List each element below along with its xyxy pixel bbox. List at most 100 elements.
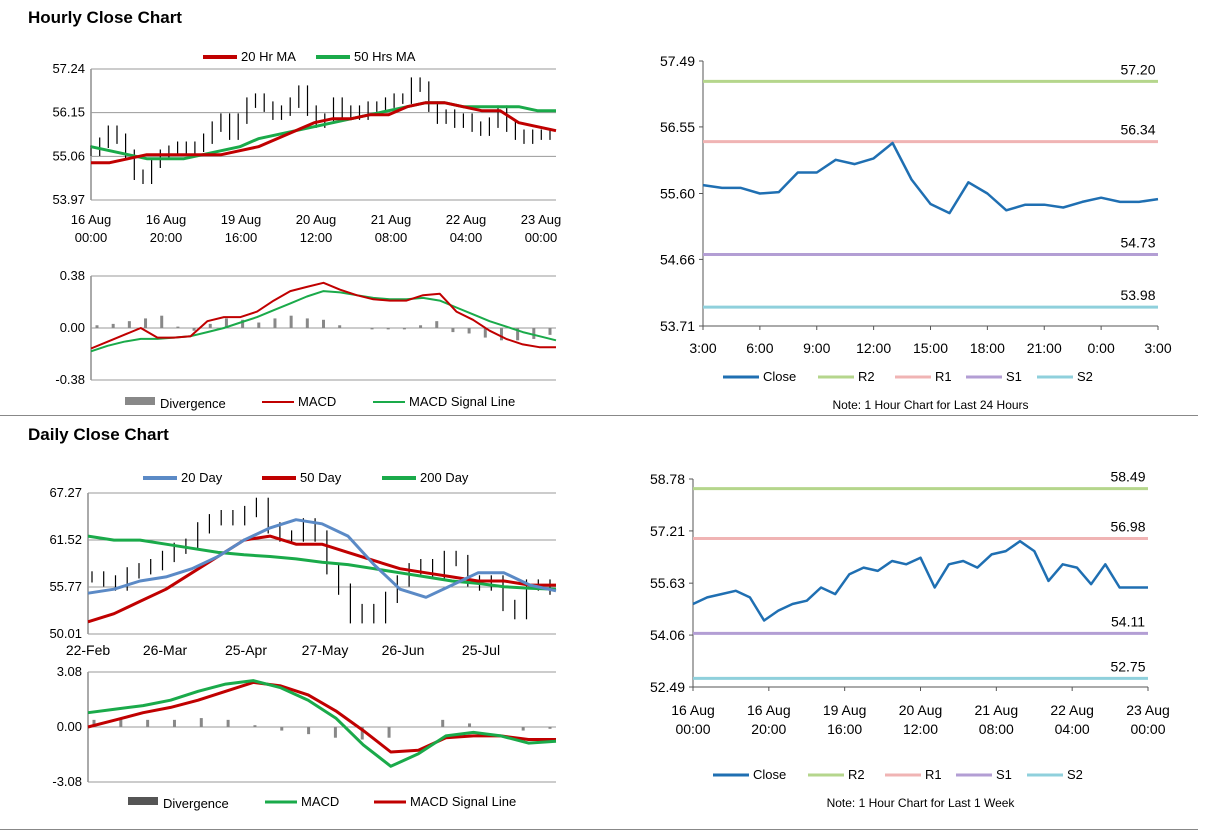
hourly-price-y-tick-label: 56.15 [52,105,85,120]
daily-price-y-tick-label: 50.01 [49,626,82,641]
hourly-price-x-tick-date: 16 Aug [146,212,187,227]
hourly-pivot-y-tick-label: 55.60 [660,186,695,202]
hourly-pivot-s1-level-label: 54.73 [1120,234,1155,250]
daily-pivot-x-tick-date: 22 Aug [1050,702,1094,718]
daily-legend-macd-label: MACD [301,794,339,809]
section-divider [0,415,1198,416]
daily-pivot-x-tick-date: 23 Aug [1126,702,1170,718]
daily-pivot-y-tick-label: 55.63 [650,575,685,591]
daily-pivot-legend-close-label: Close [753,767,786,782]
hourly-legend-50hr-label: 50 Hrs MA [354,49,416,64]
daily-pivot-legend-r1-label: R1 [925,767,942,782]
hourly-pivot-legend-r2-label: R2 [858,369,875,384]
daily-pivot-x-tick-date: 16 Aug [671,702,715,718]
hourly-pivot-y-tick-label: 57.49 [660,53,695,69]
daily-pivot-x-tick-date: 20 Aug [899,702,943,718]
daily-pivot-y-tick-label: 54.06 [650,627,685,643]
hourly-price-x-tick-date: 22 Aug [446,212,487,227]
hourly-macd-line [90,281,556,350]
daily-pivot-x-tick-date: 19 Aug [823,702,867,718]
hourly-pivot-x-tick-label: 15:00 [913,340,948,356]
daily-pivot-s1-level-label: 54.11 [1111,613,1145,629]
hourly-price-x-tick-time: 12:00 [300,230,333,245]
hourly-pivot-x-tick-label: 0:00 [1088,340,1115,356]
daily-pivot-x-tick-date: 16 Aug [747,702,791,718]
daily-pivot-x-tick-time: 00:00 [675,721,710,737]
daily-pivot-x-tick-time: 12:00 [903,721,938,737]
hourly-legend-divergence-label: Divergence [160,396,226,411]
hourly-price-y-tick-label: 57.24 [52,61,85,76]
hourly-price-x-tick-date: 16 Aug [71,212,112,227]
hourly-section-title: Hourly Close Chart [28,8,182,27]
daily-pivot-legend-r2-label: R2 [848,767,865,782]
hourly-legend-macd-label: MACD [298,394,336,409]
hourly-pivot-r1-level-label: 56.34 [1120,122,1155,138]
hourly-price-y-tick-label: 55.06 [52,148,85,163]
bottom-divider [0,829,1198,830]
hourly-pivot-y-tick-label: 53.71 [660,318,695,334]
daily-20day-line [87,518,557,599]
hourly-pivot-note: Note: 1 Hour Chart for Last 24 Hours [832,398,1028,412]
daily-section-title: Daily Close Chart [28,425,169,444]
hourly-legend-signal-label: MACD Signal Line [409,394,515,409]
daily-macd-line [87,679,557,768]
hourly-pivot-x-tick-label: 21:00 [1027,340,1062,356]
hourly-price-x-tick-time: 08:00 [375,230,408,245]
daily-pivot-close-line [692,539,1148,622]
hourly-pivot-close-line [702,141,1159,215]
hourly-pivot-s2-level-label: 53.98 [1120,287,1155,303]
daily-pivot-legend-s1-label: S1 [996,767,1012,782]
hourly-pivot-x-tick-label: 12:00 [856,340,891,356]
hourly-legend-divergence-swatch [125,397,155,405]
daily-pivot-y-tick-label: 58.78 [650,471,685,487]
daily-pivot-x-tick-date: 21 Aug [975,702,1019,718]
hourly-price-x-tick-date: 23 Aug [521,212,562,227]
daily-pivot-y-tick-label: 52.49 [650,679,685,695]
daily-price-x-tick-label: 26-Mar [143,642,188,658]
hourly-20hr-ma-line [91,101,557,165]
hourly-pivot-y-tick-label: 56.55 [660,119,695,135]
hourly-pivot-x-tick-label: 18:00 [970,340,1005,356]
hourly-50hr-ma-line [90,101,556,161]
daily-price-x-tick-label: 22-Feb [66,642,111,658]
daily-pivot-x-tick-time: 16:00 [827,721,862,737]
daily-price-x-tick-label: 25-Apr [225,642,267,658]
daily-legend-signal-label: MACD Signal Line [410,794,516,809]
daily-pivot-y-tick-label: 57.21 [650,523,685,539]
hourly-pivot-x-tick-label: 6:00 [746,340,773,356]
daily-legend-20day-label: 20 Day [181,470,223,485]
hourly-pivot-x-tick-label: 3:00 [689,340,716,356]
daily-pivot-note: Note: 1 Hour Chart for Last 1 Week [827,796,1016,810]
daily-pivot-s2-level-label: 52.75 [1110,658,1145,674]
hourly-pivot-x-tick-label: 3:00 [1144,340,1171,356]
hourly-price-x-tick-date: 19 Aug [221,212,262,227]
hourly-price-x-tick-time: 20:00 [150,230,183,245]
daily-price-x-tick-label: 26-Jun [382,642,425,658]
daily-macd-y-tick-label: 3.08 [57,664,82,679]
hourly-price-x-tick-time: 00:00 [75,230,108,245]
hourly-pivot-x-tick-label: 9:00 [803,340,830,356]
hourly-macd-y-tick-label: 0.38 [60,268,85,283]
daily-pivot-x-tick-time: 04:00 [1055,721,1090,737]
hourly-legend-20hr-label: 20 Hr MA [241,49,296,64]
daily-price-x-tick-label: 27-May [302,642,349,658]
hourly-price-x-tick-time: 16:00 [225,230,258,245]
daily-200day-line [87,534,557,591]
hourly-price-y-tick-label: 53.97 [52,192,85,207]
hourly-pivot-r2-level-label: 57.20 [1120,61,1155,77]
daily-legend-200day-label: 200 Day [420,470,469,485]
daily-legend-50day-label: 50 Day [300,470,342,485]
hourly-price-x-tick-time: 00:00 [525,230,558,245]
daily-pivot-r2-level-label: 58.49 [1110,469,1145,485]
daily-pivot-x-tick-time: 00:00 [1130,721,1165,737]
daily-macd-y-tick-label: 0.00 [57,719,82,734]
daily-price-x-tick-label: 25-Jul [462,642,500,658]
hourly-pivot-legend-r1-label: R1 [935,369,952,384]
daily-legend-divergence-label: Divergence [163,796,229,811]
hourly-pivot-legend-s1-label: S1 [1006,369,1022,384]
hourly-price-x-tick-time: 04:00 [450,230,483,245]
hourly-macd-y-tick-label: -0.38 [55,372,85,387]
hourly-macd-y-tick-label: 0.00 [60,320,85,335]
daily-price-y-tick-label: 55.77 [49,579,82,594]
